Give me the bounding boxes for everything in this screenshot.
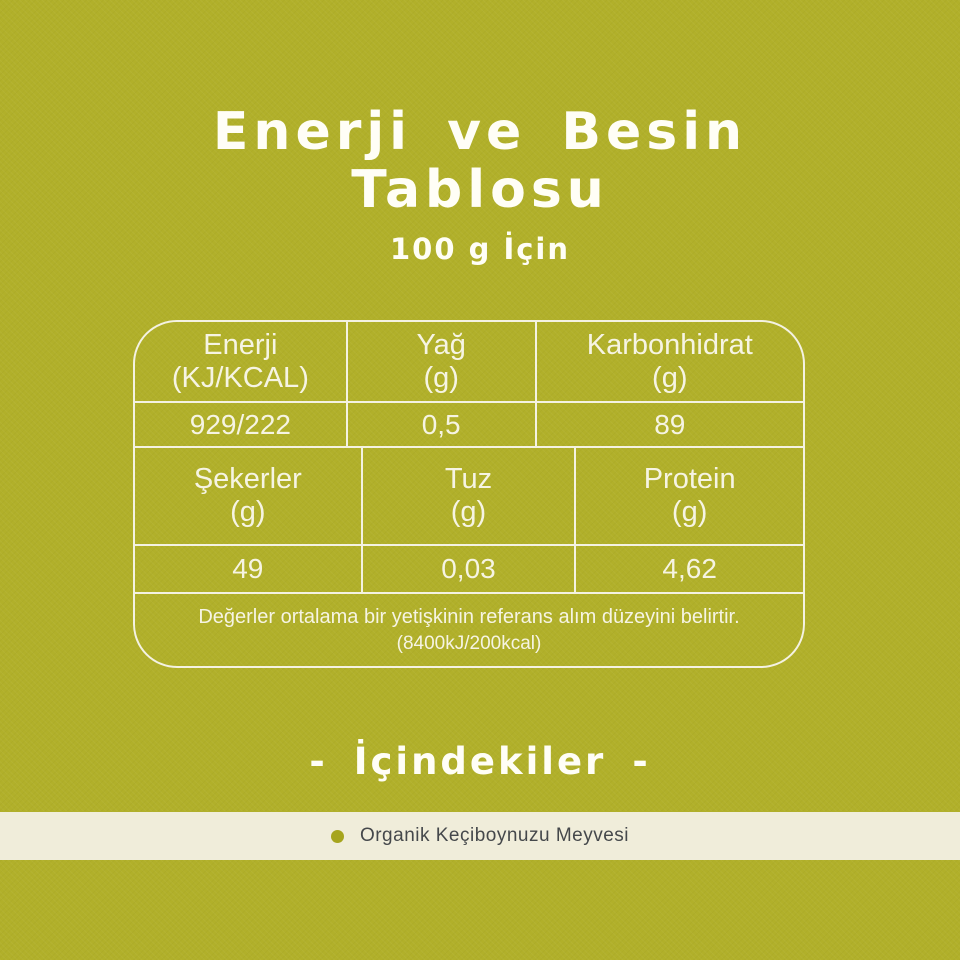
page-subtitle: 100 g İçin [389,232,571,266]
header-label: Karbonhidrat [586,328,753,361]
value-cell-carbohydrate: 89 [537,403,803,446]
ingredients-heading-text: İçindekiler [353,740,607,783]
nutrition-table: Enerji (KJ/KCAL) Yağ (g) Karbonhidrat (g… [133,320,805,668]
value-text: 0,03 [441,553,496,584]
header-cell-energy: Enerji (KJ/KCAL) [135,322,348,401]
heading-dash-left: - [309,740,328,783]
header-label: Şekerler [193,463,302,495]
value-text: 929/222 [189,408,291,440]
header-cell-carbohydrate: Karbonhidrat (g) [537,322,803,401]
page-title-line2: Tablosu [351,160,609,220]
header-cell-sugars: Şekerler (g) [135,448,363,544]
table-value-row-2: 49 0,03 4,62 [135,546,803,594]
ingredient-item: Organik Keçiboynuzu Meyvesi [359,825,630,846]
header-unit: (g) [230,496,266,528]
header-label: Tuz [444,463,493,495]
header-label: Enerji [203,328,278,361]
value-text: 4,62 [662,553,717,584]
header-label: Protein [643,463,736,495]
header-unit: (g) [423,361,459,394]
header-unit: (g) [652,361,688,394]
header-unit: (g) [450,496,487,528]
footnote-line1: Değerler ortalama bir yetişkinin referan… [198,605,740,628]
ingredients-heading: - İçindekiler - [0,740,960,783]
footnote-line2: (8400kJ/200kcal) [396,632,542,654]
header-cell-fat: Yağ (g) [348,322,537,401]
table-footnote-row: Değerler ortalama bir yetişkinin referan… [135,594,803,666]
value-cell-fat: 0,5 [348,403,537,446]
value-text: 89 [654,408,686,440]
ingredients-bar: Organik Keçiboynuzu Meyvesi [0,812,960,860]
table-footnote: Değerler ortalama bir yetişkinin referan… [135,594,803,666]
table-header-row-1: Enerji (KJ/KCAL) Yağ (g) Karbonhidrat (g… [135,322,803,403]
value-cell-protein: 4,62 [576,546,803,592]
value-cell-energy: 929/222 [135,403,348,446]
header-unit: (KJ/KCAL) [171,361,309,394]
table-header-row-2: Şekerler (g) Tuz (g) Protein (g) [135,448,803,546]
header-cell-salt: Tuz (g) [363,448,577,544]
value-text: 49 [232,553,264,584]
header-label: Yağ [416,328,466,361]
bullet-icon [330,829,344,843]
header-unit: (g) [671,496,708,528]
page-title-block: Enerji ve Besin Tablosu 100 g İçin [0,103,960,266]
value-cell-salt: 0,03 [363,546,577,592]
page-title-line1: Enerji ve Besin [212,102,748,162]
value-text: 0,5 [421,408,461,440]
heading-dash-right: - [632,740,651,783]
header-cell-protein: Protein (g) [576,448,803,544]
table-value-row-1: 929/222 0,5 89 [135,403,803,448]
value-cell-sugars: 49 [135,546,363,592]
